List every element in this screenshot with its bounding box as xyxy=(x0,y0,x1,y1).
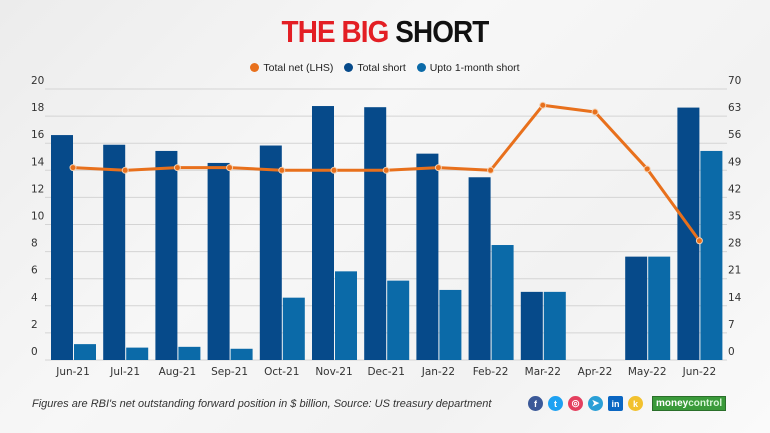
bar-upto-1m-short xyxy=(387,280,410,360)
point-total-net xyxy=(591,108,599,116)
bar-total-short xyxy=(520,291,543,360)
bar-total-short xyxy=(259,145,282,360)
x-tick-label: Oct-21 xyxy=(264,366,299,378)
point-total-net xyxy=(487,166,495,174)
bar-total-short xyxy=(416,153,439,360)
bar-upto-1m-short xyxy=(335,271,357,360)
legend-label: Upto 1-month short xyxy=(429,62,520,74)
left-tick-label: 20 xyxy=(31,75,44,87)
left-tick-label: 18 xyxy=(31,102,44,114)
left-tick-label: 0 xyxy=(31,346,38,358)
bar-total-short xyxy=(155,150,178,360)
left-tick-label: 12 xyxy=(31,183,44,195)
legend-label: Total short xyxy=(357,62,406,74)
point-total-net xyxy=(69,164,77,172)
x-tick-label: Jan-22 xyxy=(421,366,455,378)
x-tick-label: Mar-22 xyxy=(525,366,561,378)
bar-upto-1m-short xyxy=(230,348,253,360)
legend-total-net: Total net (LHS) xyxy=(250,62,333,74)
bar-upto-1m-short xyxy=(126,347,149,360)
moneycontrol-logo[interactable]: moneycontrol xyxy=(652,396,727,411)
left-tick-label: 6 xyxy=(31,265,38,277)
bar-total-short xyxy=(51,135,73,360)
point-total-net xyxy=(434,164,442,172)
legend-label: Total net (LHS) xyxy=(263,62,334,74)
right-tick-label: 42 xyxy=(728,183,741,195)
right-tick-label: 70 xyxy=(728,75,741,87)
bar-upto-1m-short xyxy=(491,245,514,360)
title-red: THE BIG xyxy=(281,14,390,49)
bar-upto-1m-short xyxy=(439,289,462,360)
bar-upto-1m-short xyxy=(178,346,201,360)
right-tick-label: 49 xyxy=(728,156,741,168)
legend-total-short: Total short xyxy=(344,62,406,74)
left-tick-label: 10 xyxy=(31,211,44,223)
bar-total-short xyxy=(625,256,648,360)
x-tick-label: Apr-22 xyxy=(578,366,613,378)
legend: Total net (LHS) Total short Upto 1-month… xyxy=(0,62,770,74)
point-total-net xyxy=(695,237,703,245)
point-total-net xyxy=(121,166,129,174)
bar-total-short xyxy=(364,107,387,361)
title-black: SHORT xyxy=(395,14,489,49)
point-total-net xyxy=(643,165,651,173)
bar-total-short xyxy=(103,144,126,360)
legend-upto-1m: Upto 1-month short xyxy=(416,62,520,74)
right-tick-label: 14 xyxy=(728,292,742,304)
left-tick-label: 14 xyxy=(31,156,45,168)
logo-part1: money xyxy=(656,398,689,409)
x-tick-label: Jun-21 xyxy=(55,366,90,378)
x-tick-label: Nov-21 xyxy=(315,366,352,378)
right-tick-label: 0 xyxy=(728,346,735,358)
x-tick-label: Sep-21 xyxy=(211,366,248,378)
left-tick-label: 8 xyxy=(31,238,38,250)
bar-total-short xyxy=(468,177,491,360)
point-total-net xyxy=(382,166,390,174)
right-tick-label: 56 xyxy=(728,129,742,141)
point-total-net xyxy=(278,166,286,174)
left-tick-label: 2 xyxy=(31,319,38,331)
x-tick-label: Jun-22 xyxy=(682,366,717,378)
instagram-icon[interactable]: ◎ xyxy=(568,396,583,411)
footnote: Figures are RBI's net outstanding forwar… xyxy=(32,398,492,410)
bar-total-short xyxy=(312,106,334,360)
legend-dot xyxy=(250,63,260,72)
bar-total-short xyxy=(677,107,700,360)
bar-upto-1m-short xyxy=(282,297,305,360)
linkedin-icon[interactable]: in xyxy=(608,396,623,411)
x-tick-label: Feb-22 xyxy=(473,366,509,378)
left-tick-label: 16 xyxy=(31,129,45,141)
telegram-icon[interactable]: ➤ xyxy=(588,396,603,411)
bar-upto-1m-short xyxy=(700,150,723,360)
x-tick-label: Jul-21 xyxy=(109,366,140,378)
legend-dot xyxy=(344,63,354,72)
chart-title: THE BIG SHORT xyxy=(39,14,732,50)
x-tick-label: Aug-21 xyxy=(159,366,197,378)
twitter-icon[interactable]: t xyxy=(548,396,563,411)
logo-part2: control xyxy=(688,398,723,409)
point-total-net xyxy=(226,164,234,172)
right-tick-label: 7 xyxy=(728,319,735,331)
bar-total-short xyxy=(207,162,230,360)
social-bar: f t ◎ ➤ in k moneycontrol xyxy=(528,396,727,411)
koo-icon[interactable]: k xyxy=(628,396,643,411)
right-tick-label: 63 xyxy=(728,102,741,114)
x-tick-label: May-22 xyxy=(628,366,667,378)
point-total-net xyxy=(330,166,338,174)
right-tick-label: 35 xyxy=(728,211,741,223)
bar-upto-1m-short xyxy=(74,344,96,360)
point-total-net xyxy=(539,101,547,109)
bar-upto-1m-short xyxy=(543,291,566,360)
right-tick-label: 21 xyxy=(728,265,741,277)
legend-dot xyxy=(416,63,426,72)
right-tick-label: 28 xyxy=(728,238,741,250)
bar-upto-1m-short xyxy=(648,256,671,360)
left-tick-label: 4 xyxy=(31,292,38,304)
facebook-icon[interactable]: f xyxy=(528,396,543,411)
point-total-net xyxy=(173,164,181,172)
x-tick-label: Dec-21 xyxy=(367,366,404,378)
